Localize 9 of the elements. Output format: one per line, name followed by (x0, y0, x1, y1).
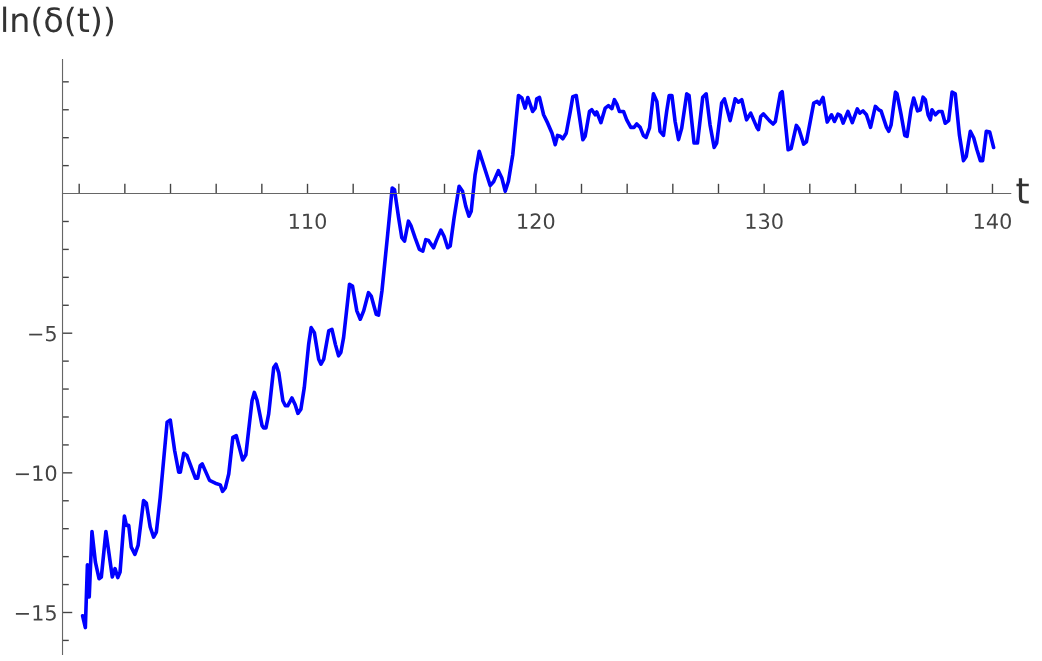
x-tick-label: 120 (518, 213, 555, 230)
y-tick-label: −10 (15, 465, 57, 482)
y-tick-label: −5 (29, 325, 56, 342)
x-tick-label: 140 (974, 213, 1011, 230)
y-tick-label: −15 (15, 605, 56, 621)
x-tick-label: 130 (746, 213, 783, 230)
x-tick-label: 110 (289, 213, 327, 230)
y-axis-title: ln(δ(t)) (3, 6, 114, 37)
x-axis-title: t (1016, 178, 1029, 204)
